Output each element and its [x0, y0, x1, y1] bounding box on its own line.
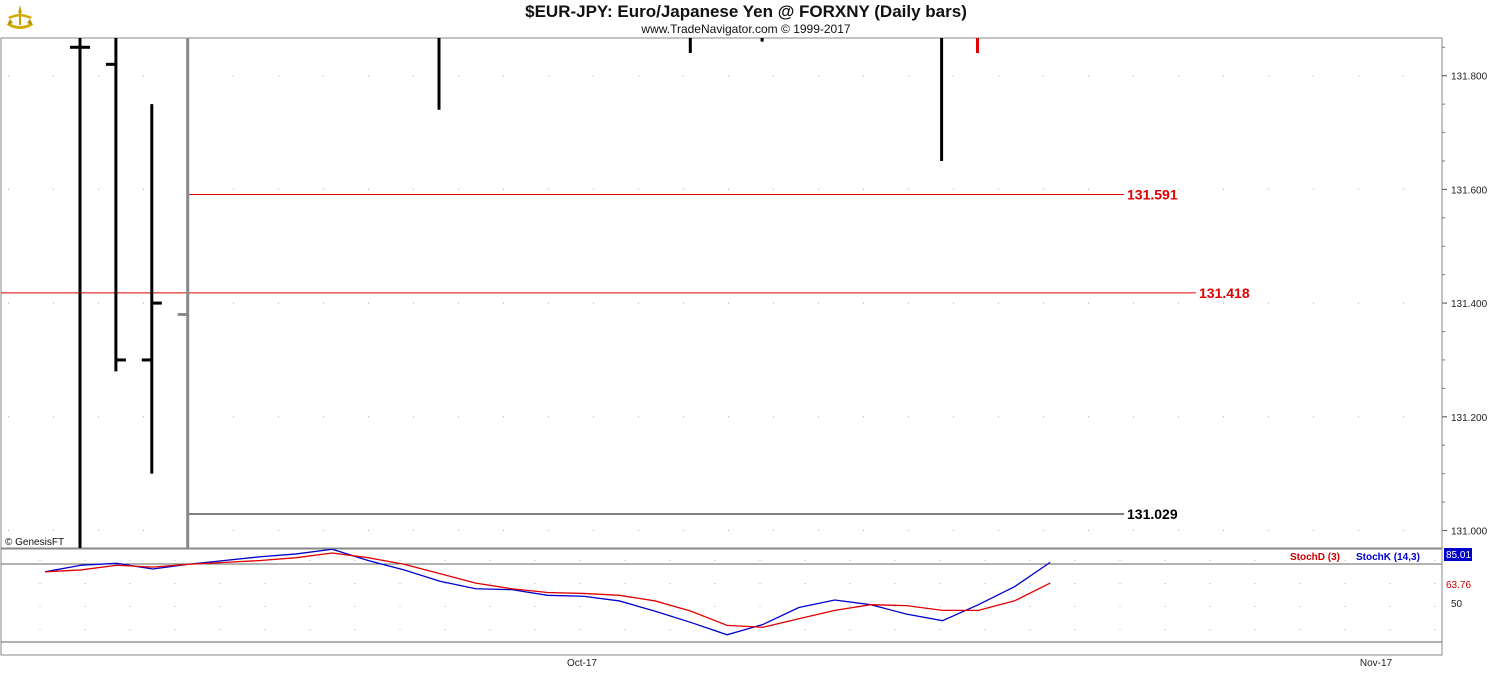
- stoch-k-line: [44, 549, 1051, 636]
- stoch-lines: [44, 549, 1051, 636]
- y-tick-label: 131.800: [1451, 72, 1488, 83]
- chart-title: $EUR-JPY: Euro/Japanese Yen @ FORXNY (Da…: [525, 2, 967, 21]
- x-tick-label: Nov-17: [1360, 658, 1393, 669]
- level-lines: 135.233134.979134.553134.387134.114133.9…: [1, 187, 1250, 522]
- ohlc-bar: [940, 38, 944, 161]
- genesis-credit: © GenesisFT: [5, 537, 64, 548]
- trade-navigator-logo-icon: [4, 3, 36, 33]
- x-tick-label: Oct-17: [567, 658, 597, 669]
- y-tick-label: 131.600: [1451, 185, 1488, 196]
- y-tick-label: 131.200: [1451, 413, 1488, 424]
- stoch-k-legend: StochK (14,3): [1356, 552, 1420, 563]
- ohlc-bar: [177, 38, 190, 548]
- stoch-panel-frame: [0, 548, 1443, 656]
- ohlc-bar: [105, 38, 126, 372]
- ohlc-bar: [976, 38, 979, 53]
- ohlc-bar: [70, 38, 90, 548]
- stoch-d-line: [44, 552, 1051, 628]
- grid-dots: [8, 75, 1440, 652]
- stoch-tick-label: 50: [1451, 599, 1463, 610]
- chart-header: $EUR-JPY: Euro/Japanese Yen @ FORXNY (Da…: [0, 0, 1492, 38]
- y-tick-label: 131.400: [1451, 299, 1488, 310]
- chart-subtitle: www.TradeNavigator.com © 1999-2017: [641, 22, 851, 36]
- level-label: 131.591: [1127, 187, 1178, 203]
- level-label: 131.418: [1199, 285, 1250, 301]
- ohlc-bar: [760, 38, 764, 42]
- ohlc-bar: [393, 0, 413, 7]
- price-axis: 131.000131.200131.400131.600131.800133.7…: [1442, 46, 1488, 538]
- stochastic-panel: StochD (3) StochK (14,3) 85.01 63.76 50: [1, 548, 1472, 643]
- stoch-d-value: 63.76: [1446, 580, 1471, 591]
- ohlc-bar: [688, 38, 692, 53]
- ohlc-bar: [437, 38, 441, 110]
- ohlc-bar: [141, 104, 162, 474]
- y-tick-label: 131.000: [1451, 527, 1488, 538]
- ohlc-bars: [70, 0, 979, 548]
- time-axis: Oct-17 Nov-17: [567, 658, 1393, 669]
- level-label: 131.029: [1127, 506, 1178, 522]
- stoch-k-badge: [1444, 548, 1472, 561]
- stoch-d-legend: StochD (3): [1290, 552, 1340, 563]
- stoch-k-value: 85.01: [1446, 550, 1471, 561]
